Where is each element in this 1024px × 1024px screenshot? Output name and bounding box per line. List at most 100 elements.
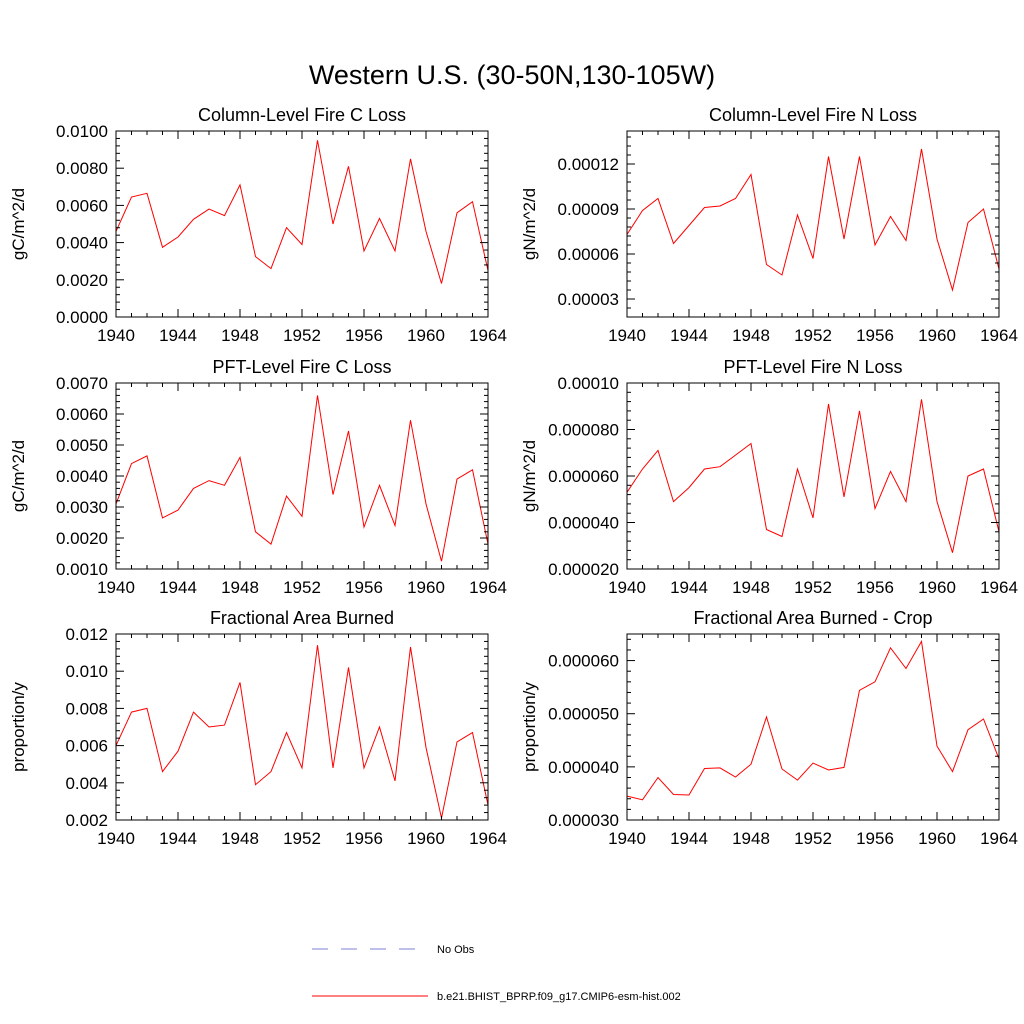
- series-line: [115, 140, 489, 284]
- y-tick-label: 0.0040: [56, 234, 108, 253]
- y-tick-label: 0.0040: [56, 467, 108, 486]
- x-tick-label: 1948: [221, 578, 259, 597]
- y-tick-label: 0.000080: [548, 421, 619, 440]
- x-tick-label: 1944: [159, 326, 197, 345]
- plot-frame: [115, 130, 489, 318]
- x-tick-label: 1964: [980, 829, 1018, 848]
- chart-panel: 1940 1944 1948 1952 1956 1960 1964 0.000030 0.00…: [520, 608, 1018, 848]
- y-tick-label: 0.0100: [56, 122, 108, 141]
- x-tick-label: 1944: [670, 326, 708, 345]
- chart-panel: 1940 1944 1948 1952 1956 1960 1964 0.000020 0.00…: [520, 357, 1018, 597]
- series-line: [626, 148, 1000, 292]
- y-tick-label: 0.0020: [56, 271, 108, 290]
- x-tick-label: 1960: [407, 829, 445, 848]
- chart-panel: 1940 1944 1948 1952 1956 1960 1964 0.0000 0.0020…: [9, 105, 507, 345]
- panel-title: PFT-Level Fire C Loss: [212, 357, 391, 377]
- panel-title: Fractional Area Burned: [210, 608, 394, 628]
- x-tick-label: 1960: [407, 578, 445, 597]
- x-tick-label: 1956: [856, 578, 894, 597]
- y-tick-label: 0.0030: [56, 498, 108, 517]
- x-tick-label: 1948: [221, 326, 259, 345]
- y-tick-label: 0.0070: [56, 374, 108, 393]
- x-tick-label: 1964: [980, 326, 1018, 345]
- y-axis-label: gC/m^2/d: [9, 188, 28, 260]
- series-line: [115, 645, 489, 819]
- x-tick-label: 1964: [469, 829, 507, 848]
- series-line: [626, 639, 1000, 801]
- y-tick-label: 0.012: [65, 625, 108, 644]
- y-tick-label: 0.0050: [56, 436, 108, 455]
- x-tick-label: 1960: [918, 578, 956, 597]
- chart-panel: 1940 1944 1948 1952 1956 1960 1964 0.002 0.004 0.…: [9, 608, 507, 848]
- x-tick-label: 1940: [97, 829, 135, 848]
- y-tick-label: 0.000020: [548, 560, 619, 579]
- x-tick-label: 1952: [794, 326, 832, 345]
- panel-title: Fractional Area Burned - Crop: [693, 608, 932, 628]
- y-tick-label: 0.000060: [548, 467, 619, 486]
- y-tick-label: 0.004: [65, 774, 108, 793]
- x-tick-label: 1956: [345, 829, 383, 848]
- y-tick-label: 0.0060: [56, 196, 108, 215]
- y-tick-label: 0.002: [65, 811, 108, 830]
- plot-frame: [115, 633, 489, 821]
- x-tick-label: 1960: [407, 326, 445, 345]
- x-tick-label: 1948: [732, 326, 770, 345]
- x-tick-label: 1952: [283, 326, 321, 345]
- x-tick-label: 1952: [794, 829, 832, 848]
- panel-title: Column-Level Fire C Loss: [198, 105, 406, 125]
- x-tick-label: 1960: [918, 829, 956, 848]
- y-tick-label: 0.008: [65, 699, 108, 718]
- y-tick-label: 0.0010: [56, 560, 108, 579]
- y-axis-label: gN/m^2/d: [520, 440, 539, 512]
- figure-title: Western U.S. (30-50N,130-105W): [309, 60, 715, 90]
- plot-frame: [626, 382, 1000, 570]
- x-tick-label: 1940: [608, 578, 646, 597]
- x-tick-label: 1948: [732, 578, 770, 597]
- x-tick-label: 1956: [345, 578, 383, 597]
- plot-frame: [626, 633, 1000, 821]
- y-tick-label: 0.000060: [548, 652, 619, 671]
- y-tick-label: 0.010: [65, 662, 108, 681]
- panel-title: Column-Level Fire N Loss: [709, 105, 917, 125]
- x-tick-label: 1960: [918, 326, 956, 345]
- x-tick-label: 1944: [670, 829, 708, 848]
- x-tick-label: 1940: [608, 326, 646, 345]
- y-tick-label: 0.00003: [558, 290, 619, 309]
- y-axis-label: proportion/y: [520, 682, 539, 772]
- y-tick-label: 0.0080: [56, 159, 108, 178]
- x-tick-label: 1944: [670, 578, 708, 597]
- x-tick-label: 1956: [345, 326, 383, 345]
- y-tick-label: 0.000040: [548, 758, 619, 777]
- legend-label: No Obs: [437, 944, 475, 956]
- y-tick-label: 0.0020: [56, 529, 108, 548]
- y-tick-label: 0.006: [65, 737, 108, 756]
- y-tick-label: 0.00010: [558, 374, 619, 393]
- chart-panel: 1940 1944 1948 1952 1956 1960 1964 0.0010 0.0020…: [9, 357, 507, 597]
- x-tick-label: 1944: [159, 578, 197, 597]
- y-tick-label: 0.000040: [548, 514, 619, 533]
- x-tick-label: 1952: [283, 578, 321, 597]
- panel-title: PFT-Level Fire N Loss: [723, 357, 902, 377]
- x-tick-label: 1948: [221, 829, 259, 848]
- series-line: [115, 395, 489, 562]
- y-axis-label: gN/m^2/d: [520, 188, 539, 260]
- x-tick-label: 1956: [856, 326, 894, 345]
- x-tick-label: 1940: [97, 326, 135, 345]
- plot-frame: [115, 382, 489, 570]
- plot-frame: [626, 130, 1000, 318]
- series-line: [626, 399, 1000, 553]
- x-tick-label: 1952: [283, 829, 321, 848]
- x-tick-label: 1952: [794, 578, 832, 597]
- y-tick-label: 0.00009: [558, 200, 619, 219]
- legend-label: b.e21.BHIST_BPRP.f09_g17.CMIP6-esm-hist.…: [437, 991, 681, 1003]
- x-tick-label: 1964: [469, 326, 507, 345]
- x-tick-label: 1944: [159, 829, 197, 848]
- y-axis-label: gC/m^2/d: [9, 440, 28, 512]
- y-tick-label: 0.00006: [558, 245, 619, 264]
- x-tick-label: 1948: [732, 829, 770, 848]
- y-tick-label: 0.0000: [56, 308, 108, 327]
- y-tick-label: 0.000030: [548, 811, 619, 830]
- y-tick-label: 0.00012: [558, 155, 619, 174]
- x-tick-label: 1940: [608, 829, 646, 848]
